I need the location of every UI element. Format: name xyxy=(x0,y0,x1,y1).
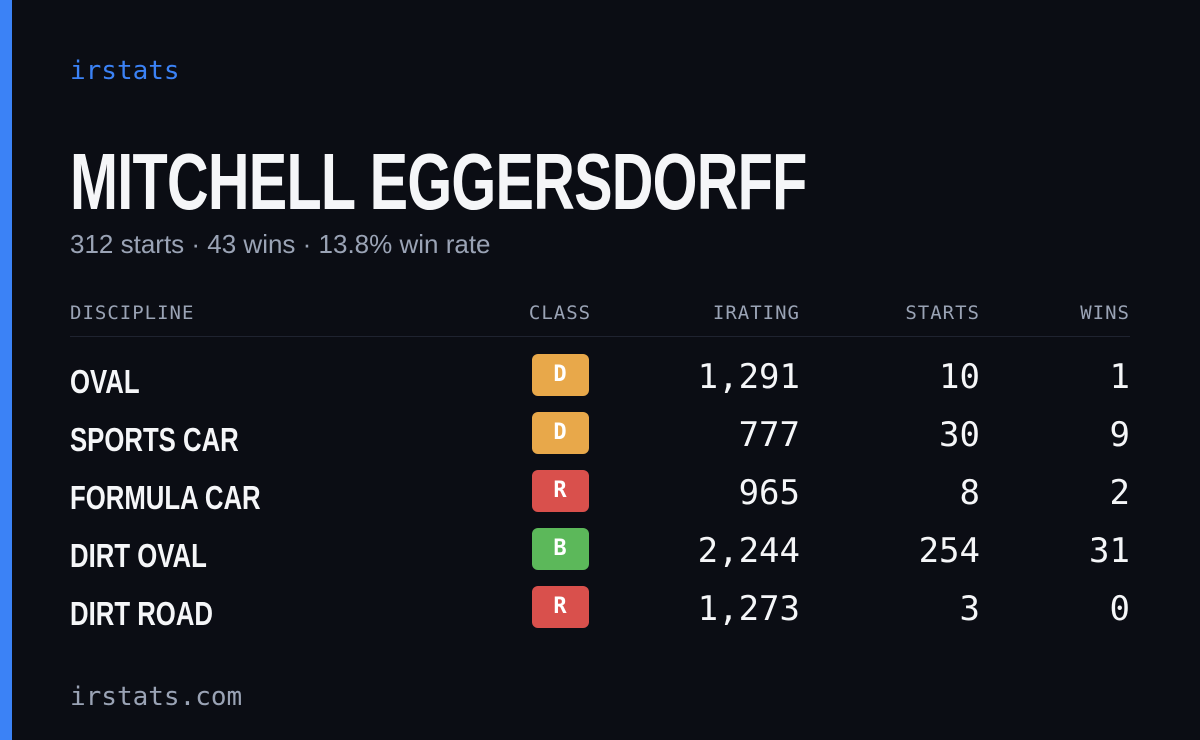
irating-value: 1,291 xyxy=(697,357,800,397)
starts-value: 8 xyxy=(959,473,980,513)
wins-value: 2 xyxy=(1109,473,1130,513)
starts-value: 254 xyxy=(918,531,980,571)
wins-value: 9 xyxy=(1109,415,1130,455)
starts-value: 30 xyxy=(939,415,980,455)
discipline-name: DIRT ROAD xyxy=(70,595,213,632)
irating-value: 965 xyxy=(738,473,800,513)
irating-value: 777 xyxy=(738,415,800,455)
driver-name: MITCHELL EGGERSDORFF xyxy=(70,137,807,226)
wins-value: 31 xyxy=(1089,531,1130,571)
column-header: DISCIPLINE xyxy=(70,302,195,324)
class-badge: R xyxy=(531,586,589,628)
wins-value: 0 xyxy=(1109,589,1130,629)
footer: irstats.com xyxy=(70,682,243,712)
driver-summary: 312 starts · 43 wins · 13.8% win rate xyxy=(70,229,491,259)
class-badge: B xyxy=(531,528,589,570)
class-badge: D xyxy=(531,412,589,454)
brand: irstats xyxy=(70,56,180,86)
column-header: CLASS xyxy=(528,302,592,324)
accent-bar xyxy=(0,0,12,740)
discipline-name: OVAL xyxy=(70,363,140,400)
wins-value: 1 xyxy=(1109,357,1130,397)
irating-value: 1,273 xyxy=(697,589,800,629)
starts-value: 3 xyxy=(959,589,980,629)
discipline-name: SPORTS CAR xyxy=(70,421,239,458)
header-rule xyxy=(70,336,1130,337)
starts-value: 10 xyxy=(939,357,980,397)
column-header: IRATING xyxy=(712,302,800,324)
column-header: STARTS xyxy=(905,302,980,324)
class-badge: D xyxy=(531,354,589,396)
class-badge: R xyxy=(531,470,589,512)
irating-value: 2,244 xyxy=(697,531,800,571)
discipline-name: DIRT OVAL xyxy=(70,537,207,574)
column-header: WINS xyxy=(1080,302,1130,324)
discipline-name: FORMULA CAR xyxy=(70,479,261,516)
